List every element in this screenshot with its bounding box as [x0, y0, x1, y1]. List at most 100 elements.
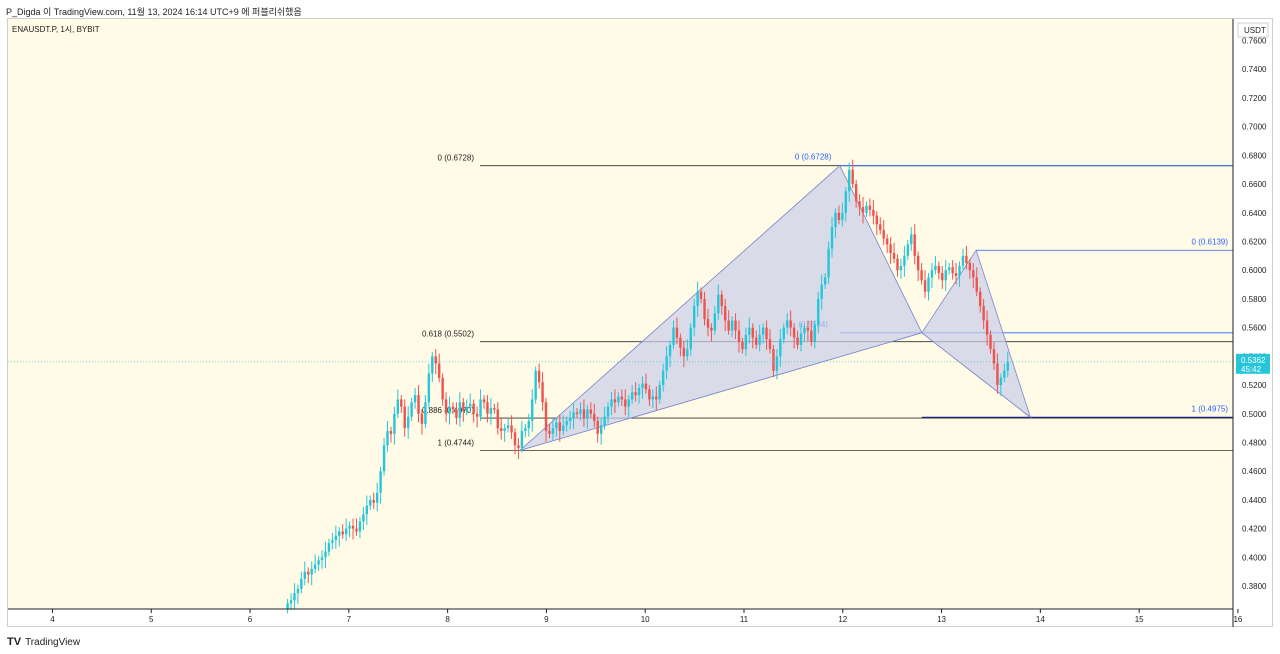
candle-body [513, 432, 517, 446]
candle-body [296, 588, 300, 594]
candle-body [941, 273, 944, 281]
candle-body [493, 408, 496, 410]
candle-body [448, 406, 451, 414]
candle-body [923, 280, 927, 292]
candle-body [761, 327, 765, 335]
candle-body [996, 363, 999, 386]
price-tick-label: 0.7200 [1242, 94, 1267, 103]
candle-body [706, 319, 710, 328]
candle-body [875, 215, 879, 225]
candle-body [348, 525, 351, 529]
candle-body [741, 341, 744, 350]
candle-body [823, 277, 827, 285]
price-tick-label: 0.6000 [1242, 266, 1267, 275]
candle-body [644, 383, 648, 390]
candle-body [582, 409, 586, 419]
candle-body [307, 571, 310, 575]
candle-body [858, 201, 861, 208]
candle-body [486, 402, 489, 414]
candle-body [879, 224, 882, 231]
candle-body [848, 169, 851, 192]
price-tick-label: 0.5200 [1242, 381, 1267, 390]
candle-body [455, 409, 458, 419]
price-tick-label: 0.6600 [1242, 180, 1267, 189]
candle-body [820, 284, 823, 299]
candle-body [734, 320, 737, 331]
time-tick-label: 10 [641, 615, 650, 624]
candle-body [351, 525, 355, 529]
candle-body [417, 395, 420, 414]
candle-body [679, 337, 682, 348]
candle-body [978, 291, 982, 307]
candle-body [344, 528, 348, 535]
candle-body [531, 399, 534, 421]
candle-body [810, 330, 813, 342]
candle-body [482, 399, 486, 403]
time-tick-label: 16 [1233, 615, 1242, 624]
footer-branding: TV TradingView [7, 636, 80, 648]
chart-frame [7, 18, 1273, 627]
candle-body [717, 294, 720, 314]
candle-body [500, 428, 503, 431]
candle-body [806, 327, 810, 331]
candle-body [989, 334, 992, 350]
candle-body [358, 521, 362, 532]
candle-body [827, 248, 830, 278]
candle-body [930, 270, 934, 278]
currency-label: USDT [1244, 26, 1266, 35]
candle-body [927, 277, 930, 292]
candle-body [803, 327, 806, 334]
candle-body [772, 349, 775, 371]
candle-body [758, 334, 761, 345]
candle-body [503, 428, 506, 431]
candle-body [851, 169, 854, 185]
candle-body [313, 564, 317, 569]
candle-body [937, 265, 941, 274]
candle-body [479, 399, 482, 417]
candle-body [575, 412, 579, 414]
price-tick-label: 0.5000 [1242, 410, 1267, 419]
candle-body [520, 430, 524, 449]
candle-body [496, 409, 499, 429]
candle-body [765, 327, 768, 340]
candle-body [606, 406, 610, 417]
fib-right-label: 0 (0.6728) [795, 153, 832, 162]
candle-body [341, 531, 344, 535]
time-tick-label: 11 [740, 615, 749, 624]
candles [286, 159, 1009, 614]
candle-body [289, 600, 293, 604]
candle-body [310, 568, 313, 575]
candle-body [300, 578, 303, 589]
candle-body [568, 418, 572, 421]
candle-body [427, 373, 431, 403]
candle-body [1006, 361, 1009, 371]
candle-body [713, 313, 717, 331]
pattern-bd-line [921, 332, 1031, 418]
time-tick-label: 14 [1036, 615, 1045, 624]
fib-left-label: 0.618 (0.5502) [422, 330, 474, 339]
candle-body [317, 560, 320, 565]
candle-body [744, 334, 748, 350]
candle-body [913, 234, 916, 256]
candle-body [641, 383, 644, 388]
candle-body [534, 370, 537, 400]
time-tick-label: 6 [248, 615, 253, 624]
candle-body [293, 593, 296, 601]
currency-box [1237, 22, 1269, 38]
countdown-label: 45:42 [1241, 365, 1262, 374]
time-tick-label: 9 [544, 615, 549, 624]
price-tick-label: 0.5800 [1242, 295, 1267, 304]
candle-body [630, 392, 634, 400]
candle-body [817, 298, 820, 325]
candle-body [837, 212, 841, 220]
candle-body [906, 244, 910, 256]
time-tick-label: 4 [50, 615, 55, 624]
candle-body [413, 395, 417, 403]
fib-left-label: 1 (0.4744) [438, 439, 475, 448]
candle-body [555, 422, 558, 429]
candle-body [465, 406, 468, 411]
candle-body [872, 209, 875, 216]
candle-body [372, 499, 375, 503]
candle-body [665, 356, 668, 371]
